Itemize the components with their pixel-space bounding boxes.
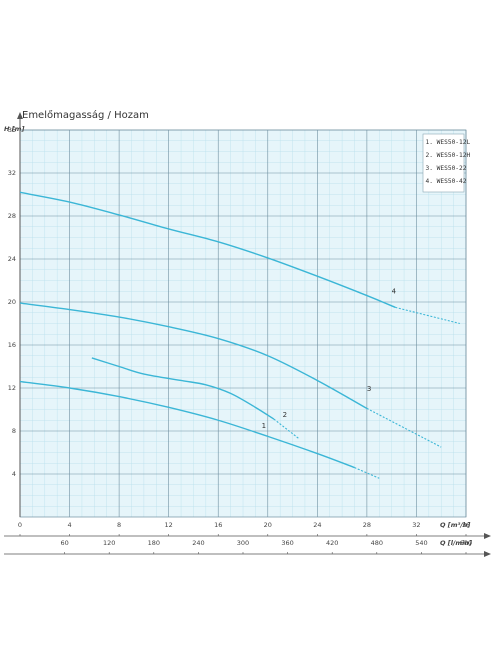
x2-tick-label: 360 — [281, 539, 293, 547]
x2-axis-arrow — [484, 551, 491, 557]
curve-4-dashed — [395, 306, 460, 325]
legend-entry-4: 4. WES50-42 — [426, 178, 467, 185]
curve-1 — [19, 380, 355, 469]
curve-2-dashed — [273, 418, 300, 439]
curve-2 — [91, 357, 275, 420]
x-axis-arrow — [484, 533, 491, 539]
legend: 1. WES50-12L 2. WES50-12H 3. WES50-22 4. WE… — [422, 133, 471, 193]
x2-tick-label: 600 — [460, 539, 472, 547]
y-tick-label: 12 — [8, 384, 16, 392]
x-tick-label: 28 — [363, 521, 371, 529]
curve-label-1: 1 — [262, 422, 266, 430]
curve-label-3: 3 — [367, 385, 371, 393]
x-tick-label: 12 — [165, 521, 173, 529]
x2-tick-label: 60 — [60, 539, 68, 547]
chart-title: Emelőmagasság / Hozam — [22, 109, 149, 121]
y-axis-arrow — [17, 112, 23, 119]
x2-tick-label: 180 — [148, 539, 160, 547]
curve-label-4: 4 — [392, 287, 397, 295]
y-tick-label: 4 — [12, 470, 16, 478]
legend-entry-3: 3. WES50-22 — [426, 165, 467, 172]
curve-3 — [19, 302, 368, 410]
x-tick-label: 0 — [18, 521, 22, 529]
legend-entry-2: 2. WES50-12H — [426, 152, 471, 159]
x2-axis-label: Q [l/min] — [440, 539, 472, 547]
y-tick-label: 8 — [12, 427, 16, 435]
x-tick-label: 20 — [264, 521, 272, 529]
x-tick-label: 32 — [412, 521, 420, 529]
legend-box — [422, 133, 465, 193]
y-tick-label: 20 — [8, 298, 16, 306]
curve-4 — [19, 191, 396, 309]
y-tick-label: 36 — [8, 126, 16, 134]
x2-tick-label: 300 — [237, 539, 249, 547]
x-tick-label: 8 — [117, 521, 121, 529]
x-tick-label: 16 — [214, 521, 222, 529]
x2-tick-label: 540 — [415, 539, 427, 547]
y-tick-label: 32 — [8, 169, 16, 177]
x2-tick-label: 480 — [371, 539, 383, 547]
y-tick-label: 24 — [8, 255, 16, 263]
x-tick-label: 36 — [462, 521, 470, 529]
y-axis-label: H [m] — [4, 125, 24, 133]
curve-label-2: 2 — [283, 411, 287, 419]
legend-entry-1: 1. WES50-12L — [426, 139, 471, 146]
curve-3-dashed — [366, 407, 442, 448]
x-axis-label: Q [m³/h] — [440, 521, 470, 529]
y-tick-label: 16 — [8, 341, 16, 349]
curve-1-dashed — [354, 467, 380, 479]
x2-tick-label: 120 — [103, 539, 115, 547]
x-tick-label: 24 — [313, 521, 321, 529]
y-tick-label: 28 — [8, 212, 16, 220]
x2-tick-label: 240 — [192, 539, 204, 547]
x2-tick-label: 420 — [326, 539, 338, 547]
x-tick-label: 4 — [67, 521, 71, 529]
